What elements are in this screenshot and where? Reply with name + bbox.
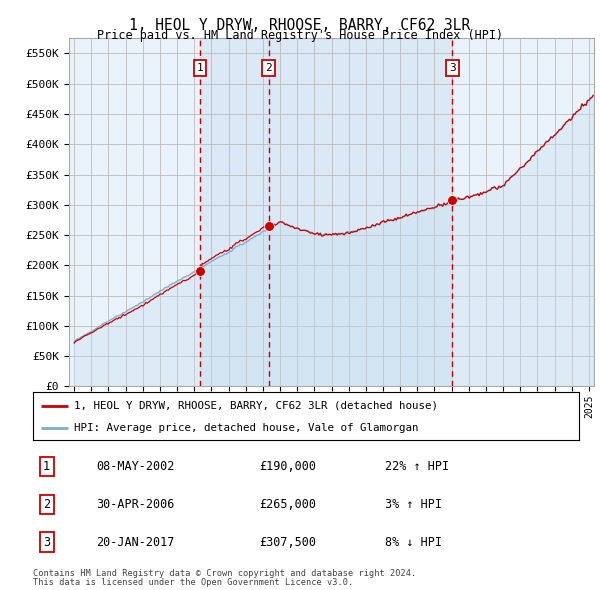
Text: 08-MAY-2002: 08-MAY-2002 bbox=[96, 460, 174, 473]
Text: 3: 3 bbox=[449, 63, 456, 73]
Text: 1: 1 bbox=[43, 460, 50, 473]
Text: £190,000: £190,000 bbox=[260, 460, 317, 473]
Text: Contains HM Land Registry data © Crown copyright and database right 2024.: Contains HM Land Registry data © Crown c… bbox=[33, 569, 416, 578]
Text: 2: 2 bbox=[265, 63, 272, 73]
Text: £307,500: £307,500 bbox=[260, 536, 317, 549]
Text: £265,000: £265,000 bbox=[260, 498, 317, 511]
Text: 20-JAN-2017: 20-JAN-2017 bbox=[96, 536, 174, 549]
Text: 1, HEOL Y DRYW, RHOOSE, BARRY, CF62 3LR (detached house): 1, HEOL Y DRYW, RHOOSE, BARRY, CF62 3LR … bbox=[74, 401, 438, 411]
Text: HPI: Average price, detached house, Vale of Glamorgan: HPI: Average price, detached house, Vale… bbox=[74, 423, 418, 432]
Text: 1: 1 bbox=[197, 63, 203, 73]
Text: 1, HEOL Y DRYW, RHOOSE, BARRY, CF62 3LR: 1, HEOL Y DRYW, RHOOSE, BARRY, CF62 3LR bbox=[130, 18, 470, 32]
Text: 30-APR-2006: 30-APR-2006 bbox=[96, 498, 174, 511]
Bar bbox=[269, 38, 452, 386]
Text: 3% ↑ HPI: 3% ↑ HPI bbox=[385, 498, 442, 511]
Bar bbox=[200, 38, 269, 386]
Text: Price paid vs. HM Land Registry's House Price Index (HPI): Price paid vs. HM Land Registry's House … bbox=[97, 30, 503, 42]
Text: 3: 3 bbox=[43, 536, 50, 549]
Text: This data is licensed under the Open Government Licence v3.0.: This data is licensed under the Open Gov… bbox=[33, 578, 353, 588]
Text: 8% ↓ HPI: 8% ↓ HPI bbox=[385, 536, 442, 549]
Text: 22% ↑ HPI: 22% ↑ HPI bbox=[385, 460, 449, 473]
Text: 2: 2 bbox=[43, 498, 50, 511]
